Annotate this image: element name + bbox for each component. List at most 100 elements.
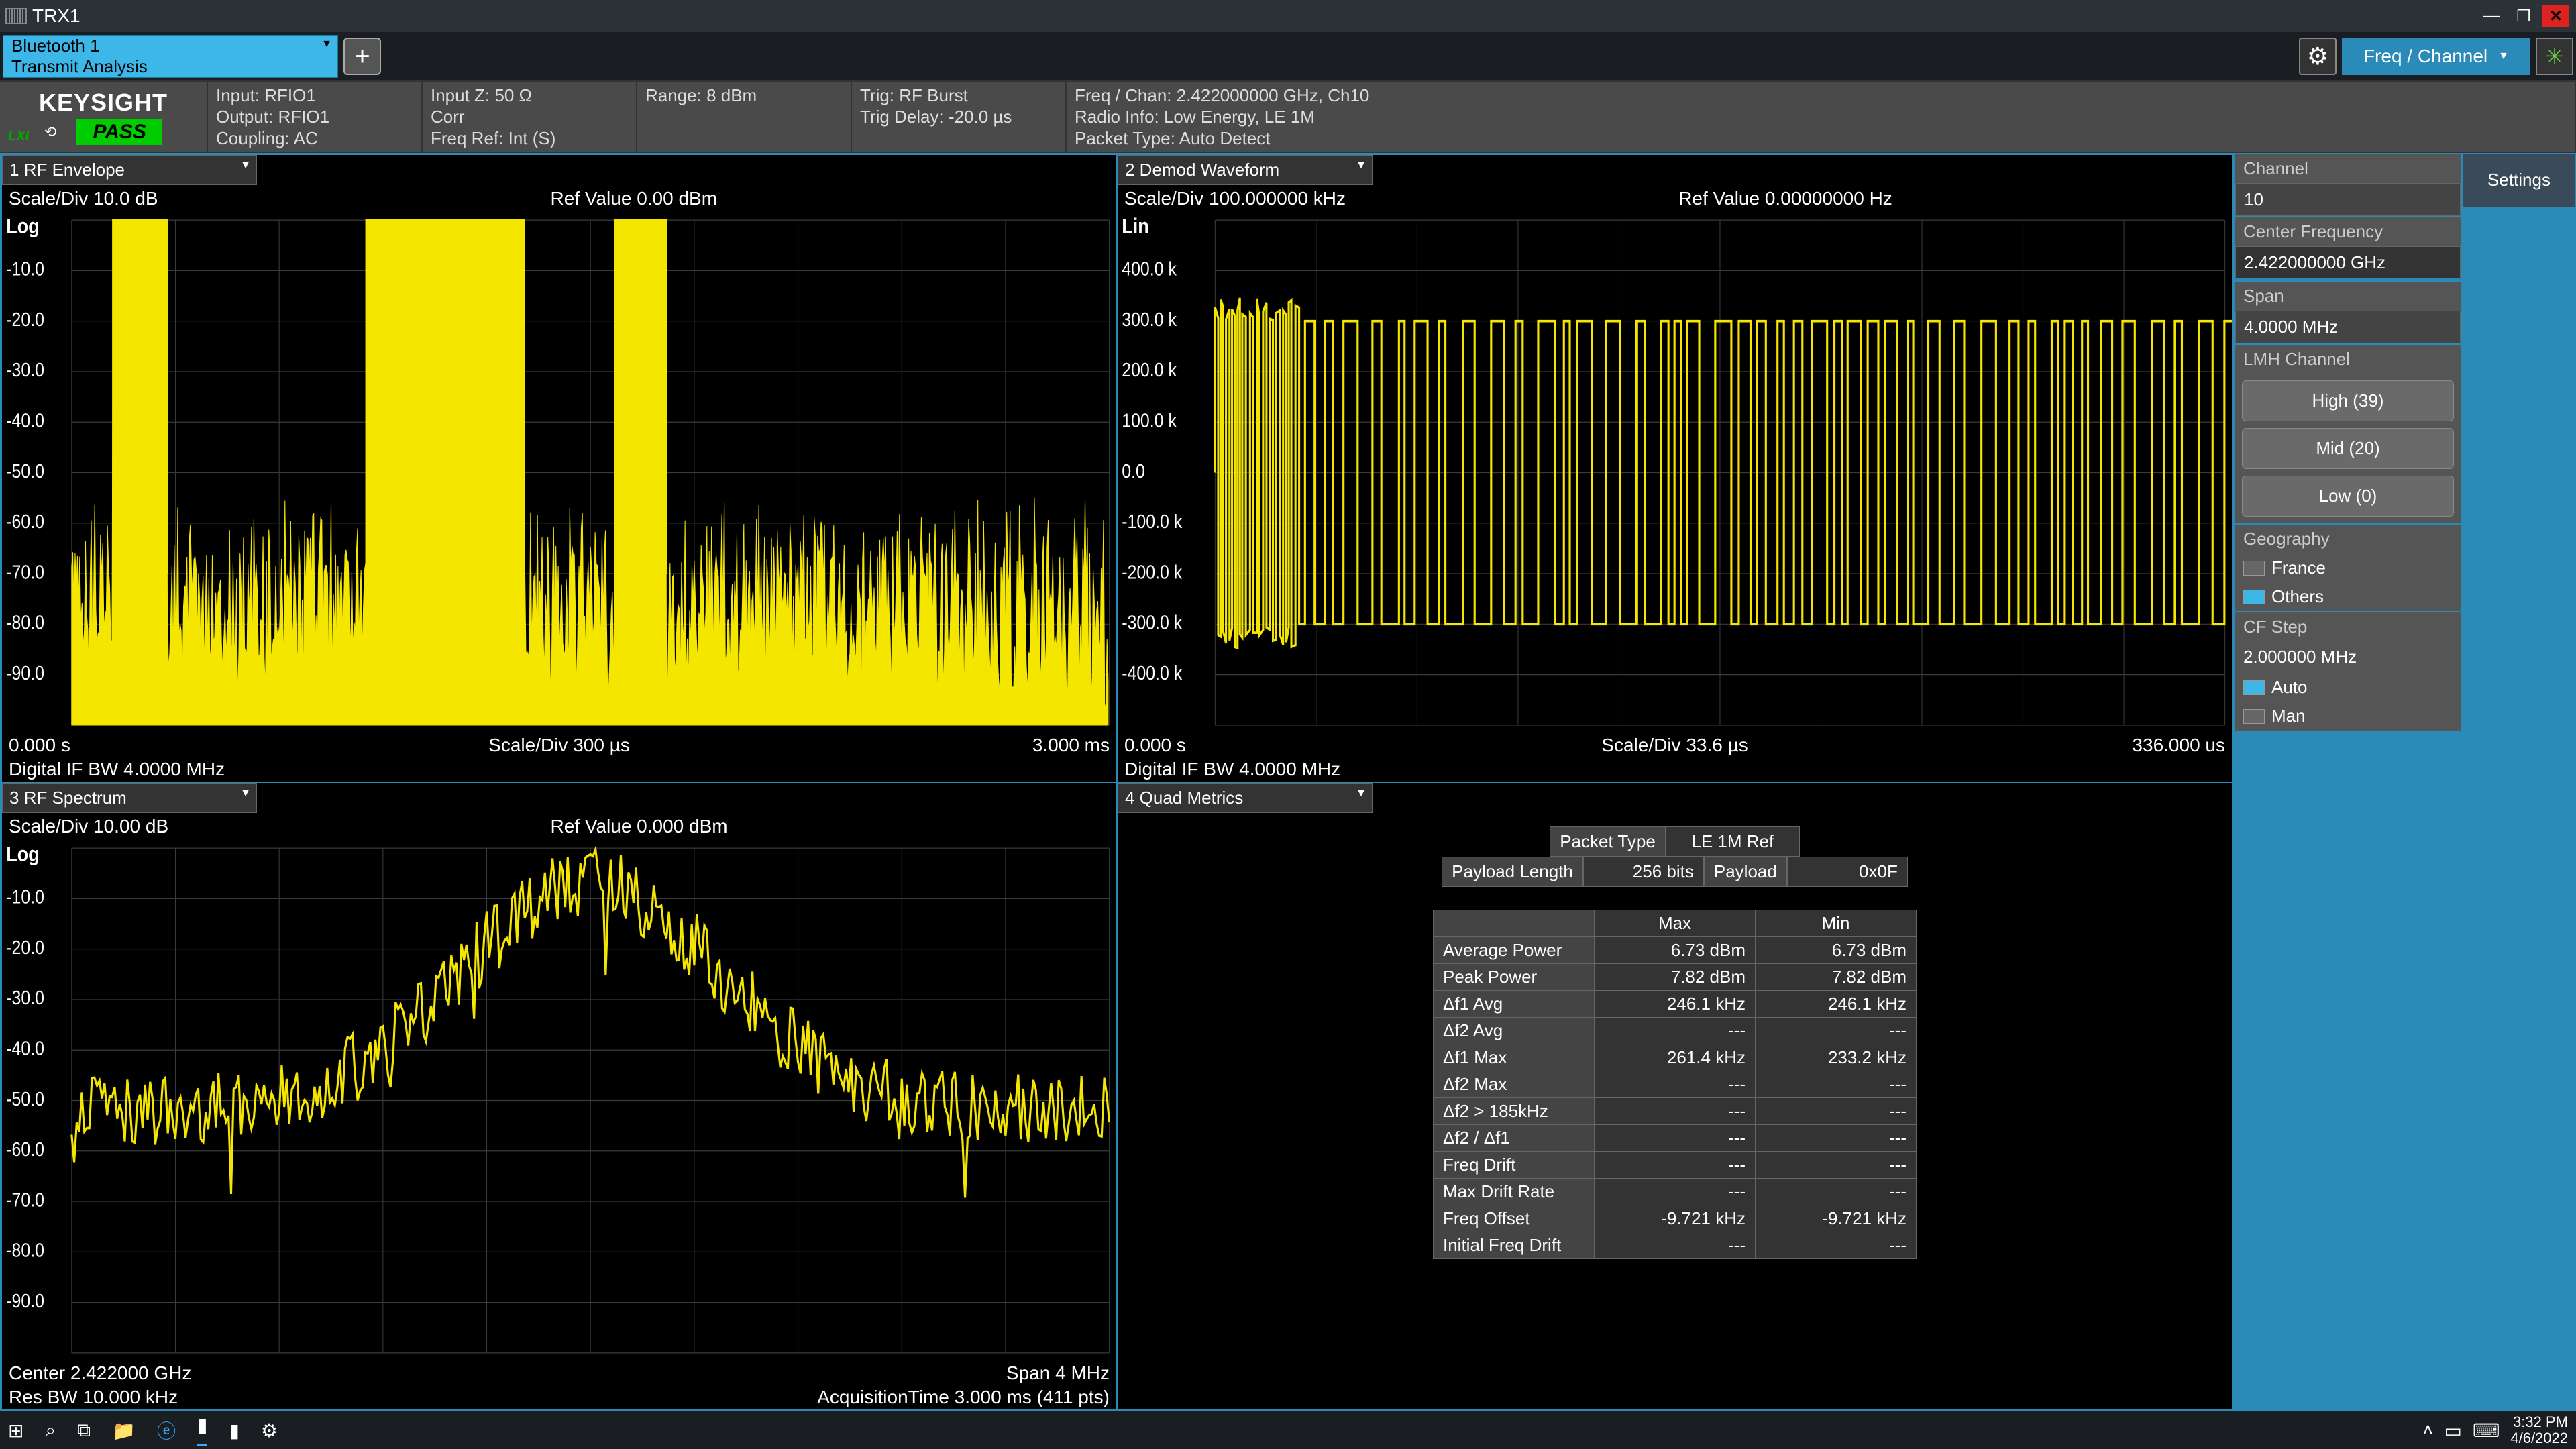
svg-text:200.0 k: 200.0 k [1122, 358, 1177, 380]
pane1-title-dropdown[interactable]: 1 RF Envelope [2, 155, 257, 185]
keyboard-icon[interactable]: ⌨ [2473, 1419, 2500, 1442]
metrics-row: Freq Drift------ [1434, 1152, 1917, 1179]
metrics-row: Average Power6.73 dBm6.73 dBm [1434, 937, 1917, 964]
sidebar: Channel 10 Center Frequency 2.422000000 … [2234, 153, 2576, 1411]
metrics-row: Δf2 > 185kHz------ [1434, 1098, 1917, 1125]
pane2-title-dropdown[interactable]: 2 Demod Waveform [1118, 155, 1373, 185]
info-col-4: Trig: RF BurstTrig Delay: -20.0 µs [852, 82, 1067, 152]
settings-tab[interactable]: Settings [2462, 153, 2576, 207]
app-task-icon-2[interactable]: ▮ [229, 1419, 239, 1442]
svg-text:-90.0: -90.0 [6, 1289, 44, 1311]
ie-icon[interactable]: ⓔ [157, 1417, 176, 1444]
svg-text:-20.0: -20.0 [6, 936, 44, 958]
geo-label: Geography [2235, 525, 2461, 553]
settings-gear-button[interactable]: ⚙ [2299, 38, 2337, 75]
pane3-title-dropdown[interactable]: 3 RF Spectrum [2, 783, 257, 813]
gear-icon[interactable]: ⚙ [261, 1419, 278, 1442]
file-explorer-icon[interactable]: 📁 [112, 1419, 136, 1442]
sidebar-main: Channel 10 Center Frequency 2.422000000 … [2234, 153, 2462, 1411]
pane1-plot: Log-10.0-20.0-30.0-40.0-50.0-60.0-70.0-8… [2, 212, 1116, 733]
pane2-footer: Digital IF BW 4.0000 MHz [1124, 759, 1340, 780]
lmh-low-button[interactable]: Low (0) [2242, 476, 2454, 517]
freq-channel-dropdown[interactable]: Freq / Channel [2342, 38, 2530, 75]
minimize-button[interactable]: — [2477, 4, 2506, 28]
svg-text:-70.0: -70.0 [6, 1188, 44, 1210]
info-col-1: Input: RFIO1Output: RFIO1Coupling: AC [208, 82, 423, 152]
svg-text:-40.0: -40.0 [6, 1037, 44, 1059]
lmh-high-button[interactable]: High (39) [2242, 380, 2454, 421]
metrics-row: Initial Freq Drift------ [1434, 1232, 1917, 1259]
svg-text:-60.0: -60.0 [6, 1138, 44, 1160]
add-mode-button[interactable]: + [343, 38, 381, 75]
cfstep-label: CF Step [2235, 612, 2461, 641]
lmh-label: LMH Channel [2235, 345, 2461, 374]
svg-text:-90.0: -90.0 [6, 661, 44, 684]
svg-text:-30.0: -30.0 [6, 358, 44, 380]
close-button[interactable]: ✕ [2541, 4, 2571, 28]
span-input[interactable]: 4.0000 MHz [2235, 311, 2461, 343]
logo-area: KEYSIGHT ⟲ PASS [0, 82, 208, 152]
cf-input[interactable]: 2.422000000 GHz [2235, 246, 2461, 280]
mode-dropdown[interactable]: Bluetooth 1 Transmit Analysis [3, 35, 338, 78]
mode-line1: Bluetooth 1 [11, 36, 329, 56]
pane3-plot: Log-10.0-20.0-30.0-40.0-50.0-60.0-70.0-8… [2, 840, 1116, 1361]
svg-text:400.0 k: 400.0 k [1122, 258, 1177, 280]
geo-france-row[interactable]: France [2235, 553, 2461, 582]
svg-text:-50.0: -50.0 [6, 460, 44, 482]
pane4-title-dropdown[interactable]: 4 Quad Metrics [1118, 783, 1373, 813]
svg-text:-100.0 k: -100.0 k [1122, 510, 1182, 532]
cfstep-man-toggle[interactable] [2243, 709, 2265, 724]
svg-text:100.0 k: 100.0 k [1122, 409, 1177, 431]
metrics-row: Δf2 Avg------ [1434, 1018, 1917, 1044]
svg-text:Lin: Lin [1122, 215, 1148, 238]
channel-label: Channel [2235, 154, 2461, 183]
task-view-icon[interactable]: ⧉ [77, 1419, 91, 1442]
info-col-5: Freq / Chan: 2.422000000 GHz, Ch10Radio … [1067, 82, 2576, 152]
cf-label: Center Frequency [2235, 217, 2461, 246]
pane2-scale-div: Scale/Div 100.000000 kHz [1124, 188, 1346, 209]
svg-text:-50.0: -50.0 [6, 1087, 44, 1110]
clock[interactable]: 3:32 PM 4/6/2022 [2510, 1414, 2568, 1446]
pane3-resbw: Res BW 10.000 kHz [9, 1387, 178, 1408]
start-button[interactable]: ⊞ [8, 1419, 23, 1442]
geo-france-toggle[interactable] [2243, 561, 2265, 576]
app-task-icon-1[interactable]: ▮ [197, 1414, 207, 1446]
mode-line2: Transmit Analysis [11, 56, 329, 77]
pane3-ref-value: Ref Value 0.000 dBm [551, 816, 728, 837]
metrics-row: Δf1 Max261.4 kHz233.2 kHz [1434, 1044, 1917, 1071]
lmh-mid-button[interactable]: Mid (20) [2242, 428, 2454, 469]
plots-grid: 1 RF Envelope Scale/Div 10.0 dB Ref Valu… [0, 153, 2234, 1411]
info-col-3: Range: 8 dBm [637, 82, 852, 152]
metrics-row: Freq Offset-9.721 kHz-9.721 kHz [1434, 1205, 1917, 1232]
svg-text:-10.0: -10.0 [6, 258, 44, 280]
pane2-plot: Lin400.0 k300.0 k200.0 k100.0 k0.0-100.0… [1118, 212, 2232, 733]
pane2-x-scale: Scale/Div 33.6 µs [1601, 735, 1748, 756]
svg-text:-20.0: -20.0 [6, 308, 44, 330]
span-label: Span [2235, 282, 2461, 311]
geo-others-row[interactable]: Others [2235, 582, 2461, 611]
cfstep-auto-row[interactable]: Auto [2235, 673, 2461, 702]
pane1-x-start: 0.000 s [9, 735, 70, 756]
tray-chevron-icon[interactable]: ˄ [2422, 1419, 2433, 1441]
lxi-badge: LXI [8, 129, 29, 144]
svg-text:300.0 k: 300.0 k [1122, 308, 1177, 330]
svg-text:-200.0 k: -200.0 k [1122, 560, 1182, 582]
channel-input[interactable]: 10 [2235, 183, 2461, 216]
battery-icon[interactable]: ▭ [2444, 1419, 2461, 1442]
pane1-x-end: 3.000 ms [1032, 735, 1110, 756]
pane1-scale-div: Scale/Div 10.0 dB [9, 188, 158, 209]
maximize-button[interactable]: ❐ [2509, 4, 2538, 28]
keysight-logo: KEYSIGHT [39, 89, 168, 117]
pass-badge: PASS [76, 119, 162, 145]
pane3-center: Center 2.422000 GHz [9, 1362, 191, 1384]
info-col-2: Input Z: 50 ΩCorrFreq Ref: Int (S) [423, 82, 637, 152]
pane2-ref-value: Ref Value 0.00000000 Hz [1678, 188, 1892, 209]
pane3-scale-div: Scale/Div 10.00 dB [9, 816, 168, 837]
pane-demod-waveform: 2 Demod Waveform Scale/Div 100.000000 kH… [1118, 155, 2232, 782]
cfstep-auto-toggle[interactable] [2243, 680, 2265, 695]
search-icon[interactable]: ⌕ [45, 1419, 56, 1442]
cfstep-man-row[interactable]: Man [2235, 702, 2461, 731]
geo-others-toggle[interactable] [2243, 590, 2265, 604]
pane-rf-spectrum: 3 RF Spectrum Scale/Div 10.00 dB Ref Val… [2, 783, 1116, 1409]
svg-text:-10.0: -10.0 [6, 885, 44, 908]
